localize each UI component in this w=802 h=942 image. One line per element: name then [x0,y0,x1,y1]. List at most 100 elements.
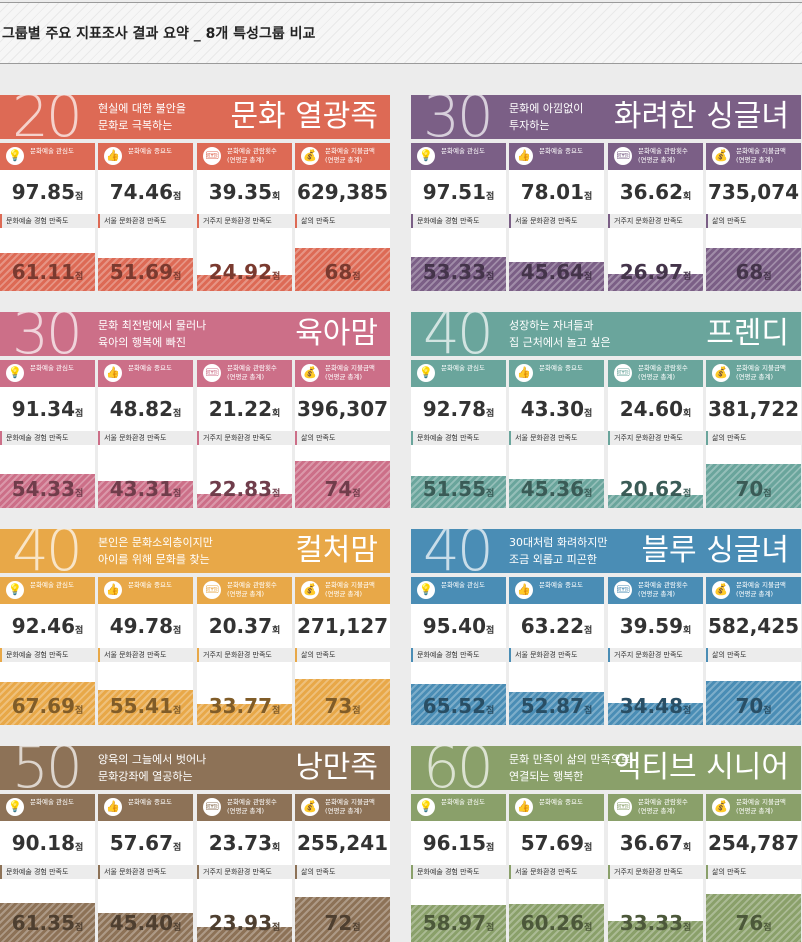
metric-value: 90.18점 [0,821,95,865]
metric-unit: 점 [583,626,593,636]
satisfaction-label: 문화예술 경험 만족도 [411,648,506,662]
satisfaction-number: 68 [735,260,764,284]
satisfaction-label: 문화예술 경험 만족도 [0,648,95,662]
satisfaction-bar-fill [706,463,801,508]
lightbulb-icon: 💡 [417,798,435,816]
metric-value: 97.85점 [0,170,95,214]
metric-unit: 회 [271,626,281,636]
group-card: 30 문화에 아낌없이 투자하는 화려한 싱글녀 💡 문화예술 관심도 97.51점 문화예술… [411,95,801,291]
satisfaction-bar: 55.41점 [98,662,193,725]
metric-number: 57.69 [520,831,584,855]
metric-unit: 점 [583,192,593,202]
satisfaction-bar: 58.97점 [411,879,506,942]
satisfaction-bar-fill [411,904,506,942]
lightbulb-icon: 💡 [6,147,24,165]
satisfaction-label: 거주지 문화환경 만족도 [608,865,703,879]
age-number: 50 [12,746,83,790]
metric-label: 문화예술 지불금액 (연평균 총계) [736,798,786,815]
description-line: 문화 만족이 삶의 만족으로 [509,753,631,766]
group-name: 화려한 싱글녀 [613,99,789,134]
satisfaction-value: 51.55점 [411,477,506,506]
ticket-icon: 🎟 [614,798,632,816]
satisfaction-number: 20.62 [619,477,683,501]
satisfaction-unit: 점 [583,489,593,499]
satisfaction-value: 55.41점 [98,694,193,723]
satisfaction-number: 67.69 [11,694,75,718]
group-description: 본인은 문화소외층이지만 아이를 위해 문화를 찾는 [98,534,213,568]
group-card: 40 30대처럼 화려하지만 조금 외롭고 피곤한 블루 싱글녀 💡 문화예술 관심도 95… [411,529,801,725]
group-name: 육아맘 [295,316,378,351]
satisfaction-number: 68 [324,260,353,284]
satisfaction-number: 52.87 [520,694,584,718]
description-line: 집 근처에서 놀고 싶은 [509,336,611,349]
metric-value: 39.35회 [197,170,292,214]
group-banner: 30 문화에 아낌없이 투자하는 화려한 싱글녀 [411,95,801,139]
group-banner: 30 문화 최전방에서 물러나 육아의 행복에 빠진 육아맘 [0,312,390,356]
metric-number: 24.60 [619,397,683,421]
metric-value: 582,425원 [706,604,801,680]
satisfaction-unit: 점 [485,489,495,499]
satisfaction-bar-fill [197,275,292,291]
satisfaction-unit: 점 [763,272,772,282]
metric-header: 💡 문화예술 관심도 [0,143,95,170]
metric-number: 95.40 [422,614,486,638]
ticket-icon: 🎟 [614,581,632,599]
group-card: 60 문화 만족이 삶의 만족으로 연결되는 행복한 액티브 시니어 💡 문화예술 관심도… [411,746,801,942]
description-line: 문화로 극복하는 [98,119,173,132]
satisfaction-number: 33.33 [619,911,683,935]
metric-header: 💰 문화예술 지불금액 (연평균 총계) [295,794,390,821]
group-card: 30 문화 최전방에서 물러나 육아의 행복에 빠진 육아맘 💡 문화예술 관심도 91.3… [0,312,390,508]
satisfaction-unit: 점 [74,923,84,933]
ticket-icon: 🎟 [203,364,221,382]
satisfaction-value: 70점 [706,477,801,506]
metric-number: 91.34 [11,397,75,421]
group-name: 블루 싱글녀 [641,533,789,568]
age-number: 20 [12,95,83,139]
group-card: 40 본인은 문화소외층이지만 아이를 위해 문화를 찾는 컬처맘 💡 문화예술 관심도 9… [0,529,390,725]
satisfaction-bar: 68점 [295,228,390,291]
satisfaction-value: 45.64점 [509,260,604,289]
metric-label: 문화예술 관람횟수 (연평균 총계) [227,147,277,164]
satisfaction-value: 61.11점 [0,260,95,289]
metric-value: 20.37회 [197,604,292,648]
satisfaction-unit: 점 [763,489,772,499]
description-line: 아이를 위해 문화를 찾는 [98,553,210,566]
metric-label: 문화예술 중요도 [539,147,583,155]
metric-header: 💰 문화예술 지불금액 (연평균 총계) [295,577,390,604]
metric-label: 문화예술 지불금액 (연평균 총계) [325,364,375,381]
metric-value: 381,722원 [706,387,801,463]
satisfaction-number: 26.97 [619,260,683,284]
satisfaction-bar-fill [295,896,390,942]
satisfaction-unit: 점 [271,489,281,499]
metric-number: 36.67 [619,831,683,855]
metric-unit: 점 [172,843,182,853]
satisfaction-number: 43.31 [109,477,173,501]
metric-number: 63.22 [520,614,584,638]
satisfaction-value: 60.26점 [509,911,604,940]
satisfaction-bar-fill [411,475,506,508]
satisfaction-bar: 51.55점 [411,445,506,508]
metric-label: 문화예술 관심도 [441,581,485,589]
metric-value: 57.67점 [98,821,193,865]
satisfaction-label: 삶의 만족도 [706,648,801,662]
satisfaction-bar: 34.48점 [608,662,703,725]
metric-value: 36.62회 [608,170,703,214]
description-line: 문화 최전방에서 물러나 [98,319,207,332]
description-line: 성장하는 자녀들과 [509,319,594,332]
satisfaction-value: 23.93점 [197,911,292,940]
group-description: 30대처럼 화려하지만 조금 외롭고 피곤한 [509,534,607,568]
satisfaction-number: 60.26 [520,911,584,935]
metric-value: 95.40점 [411,604,506,648]
metric-value: 23.73회 [197,821,292,865]
ticket-icon: 🎟 [203,147,221,165]
money-bag-icon: 💰 [712,581,730,599]
satisfaction-label: 서울 문화환경 만족도 [98,214,193,228]
description-line: 30대처럼 화려하지만 [509,536,608,549]
group-card: 20 현실에 대한 불안을 문화로 극복하는 문화 열광족 💡 문화예술 관심도 97.85… [0,95,390,291]
metric-unit: 회 [682,192,692,202]
satisfaction-value: 61.35점 [0,911,95,940]
metric-label: 문화예술 지불금액 (연평균 총계) [736,581,786,598]
satisfaction-bar-fill [197,703,292,725]
metric-header: 💰 문화예술 지불금액 (연평균 총계) [706,143,801,170]
description-line: 문화에 아낌없이 [509,102,584,115]
